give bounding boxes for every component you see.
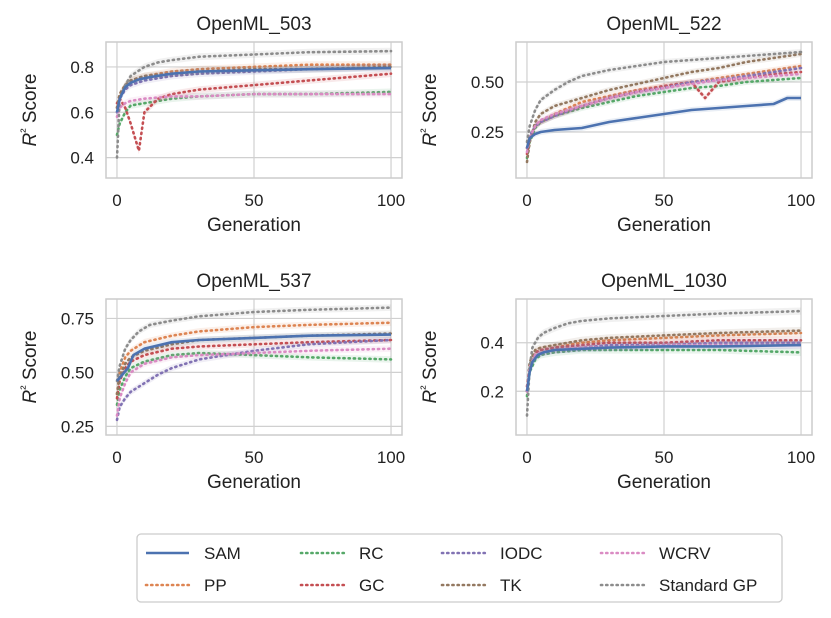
- y-tick-label: 0.4: [70, 149, 94, 168]
- legend-item-wcrv: WCRV: [599, 544, 711, 563]
- legend-item-sam: SAM: [146, 544, 241, 563]
- x-axis-label: Generation: [617, 215, 711, 236]
- y-axis-label: R² Score: [17, 74, 41, 147]
- x-tick-label: 50: [655, 191, 674, 210]
- series-line-gc: [115, 338, 393, 400]
- series-line-gc: [115, 72, 393, 153]
- series-line-rc: [115, 351, 393, 407]
- y-axis-label: R² Score: [417, 331, 441, 404]
- x-tick-label: 100: [377, 448, 405, 467]
- series-line-wcrv: [115, 92, 393, 119]
- legend: SAM RC IODC WCRV PP GC TK Standard GP: [136, 533, 783, 603]
- series-line-iodc: [525, 66, 803, 150]
- y-tick-label: 0.50: [471, 73, 504, 92]
- y-tick-label: 0.50: [61, 363, 94, 382]
- x-tick-label: 50: [245, 448, 264, 467]
- series-band-tk: [527, 326, 801, 395]
- y-tick-label: 0.25: [61, 417, 94, 436]
- subplot-title: OpenML_537: [196, 271, 311, 292]
- series-band-gc: [117, 336, 391, 402]
- y-tick-label: 0.8: [70, 58, 94, 77]
- subplot-4: 0 50 100 0.2 0.4 OpenML_1030 Generation R² Scor…: [417, 271, 815, 493]
- subplot-1: 0 50 100 0.4 0.6 0.8 OpenML_503 Generation R² Sc…: [17, 14, 405, 236]
- series-line-tk: [525, 52, 803, 164]
- series-line-wcrv: [115, 347, 393, 417]
- axes-frame: [515, 41, 813, 179]
- x-tick-label: 0: [522, 191, 531, 210]
- subplot-title: OpenML_522: [606, 14, 721, 35]
- series-band-rc: [117, 88, 391, 139]
- series-band-wcrv: [527, 341, 801, 395]
- series-band-wcrv: [117, 90, 391, 121]
- axes-frame: [515, 298, 813, 436]
- y-axis-label: R² Score: [17, 331, 41, 404]
- axes-frame: [105, 41, 403, 179]
- legend-label: TK: [500, 576, 522, 595]
- series-band-tk: [117, 63, 391, 112]
- x-tick-label: 50: [655, 448, 674, 467]
- series-band-sam: [117, 64, 391, 116]
- subplot-title: OpenML_503: [196, 14, 311, 35]
- series-band-sam: [117, 331, 391, 385]
- series-line-pp: [115, 63, 393, 109]
- x-tick-label: 0: [112, 191, 121, 210]
- series-band-pp: [527, 329, 801, 395]
- legend-label: RC: [359, 544, 384, 563]
- legend-item-rc: RC: [299, 544, 384, 563]
- x-axis-label: Generation: [617, 472, 711, 493]
- series-line-sam: [116, 333, 392, 382]
- x-tick-label: 100: [377, 191, 405, 210]
- series-line-sam: [525, 96, 801, 149]
- axes-frame: [105, 298, 403, 436]
- subplot-2: 0 50 100 0.25 0.50 OpenML_522 Generation R² Sco…: [417, 14, 815, 236]
- legend-item-iodc: IODC: [440, 544, 543, 563]
- series-line-sam: [115, 66, 392, 113]
- series-line-sam: [525, 343, 802, 392]
- x-tick-label: 0: [112, 448, 121, 467]
- legend-label: WCRV: [659, 544, 711, 563]
- y-tick-label: 0.25: [471, 123, 504, 142]
- series-line-standard-gp: [525, 50, 803, 144]
- series-line-wcrv: [525, 72, 803, 154]
- legend-item-tk: TK: [440, 576, 522, 595]
- series-band-tk: [117, 330, 391, 398]
- legend-label: GC: [359, 576, 385, 595]
- y-tick-label: 0.75: [61, 309, 94, 328]
- subplot-3: 0 50 100 0.25 0.50 0.75 OpenML_537 Generation R²…: [17, 271, 405, 493]
- x-tick-label: 0: [522, 448, 531, 467]
- x-axis-label: Generation: [207, 215, 301, 236]
- series-band-gc: [527, 69, 801, 157]
- legend-item-pp: PP: [144, 576, 227, 595]
- series-band-rc: [117, 349, 391, 408]
- y-tick-label: 0.2: [480, 382, 504, 401]
- series-band-iodc: [527, 65, 801, 151]
- legend-label: PP: [204, 576, 227, 595]
- series-band-sam: [527, 341, 801, 395]
- x-tick-label: 100: [787, 448, 815, 467]
- y-tick-label: 0.4: [480, 334, 504, 353]
- x-axis-label: Generation: [207, 472, 301, 493]
- x-tick-label: 50: [245, 191, 264, 210]
- x-tick-label: 100: [787, 191, 815, 210]
- legend-item-gc: GC: [299, 576, 385, 595]
- series-line-standard-gp: [115, 306, 393, 383]
- series-line-tk: [525, 329, 803, 393]
- subplot-title: OpenML_1030: [601, 271, 727, 292]
- series-band-iodc: [117, 63, 391, 116]
- legend-item-standard-gp: Standard GP: [599, 576, 757, 595]
- series-line-standard-gp: [525, 309, 803, 417]
- legend-label: SAM: [204, 544, 241, 563]
- series-band-sam: [527, 95, 801, 151]
- legend-label: Standard GP: [659, 576, 757, 595]
- y-axis-label: R² Score: [417, 74, 441, 147]
- series-line-iodc: [115, 338, 393, 422]
- legend-label: IODC: [500, 544, 543, 563]
- y-tick-label: 0.6: [70, 103, 94, 122]
